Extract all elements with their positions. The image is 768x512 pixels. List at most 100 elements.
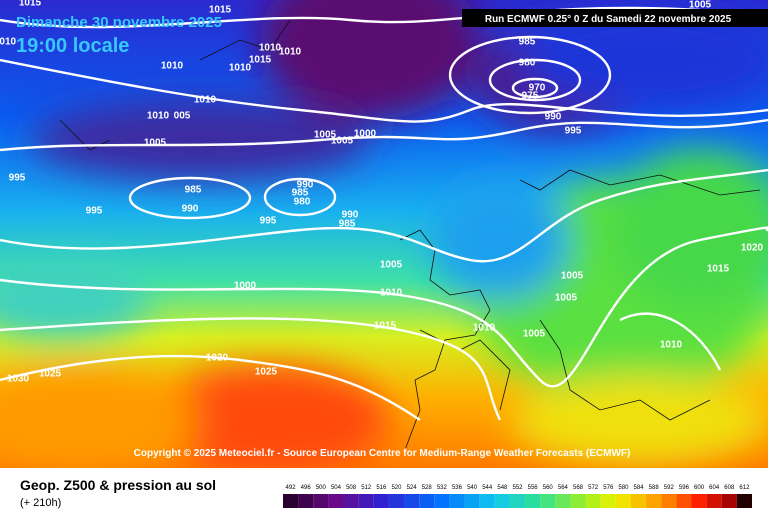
isobar-label: 985 [185,185,202,196]
footer-title: Geop. Z500 & pression au sol [20,477,216,493]
scale-swatch [676,494,692,508]
scale-swatch [706,494,722,508]
isobar-label: 1010 [229,63,252,74]
scale-swatch [479,494,495,508]
scale-swatch [600,494,616,508]
isobar-label: 995 [9,173,26,184]
isobar-label: 1015 [249,55,272,66]
date: Dimanche 30 novembre 2025 [16,14,222,31]
scale-label: 528 [422,485,433,491]
isobar-label: 1015 [209,5,232,16]
isobar-label: 1010 [0,37,17,48]
scale-swatch [509,494,526,508]
scale-label: 592 [664,485,675,491]
isobar-label: 980 [294,197,311,208]
isobar-label: 995 [86,206,103,217]
scale-label: 572 [588,485,599,491]
scale-swatch [313,494,329,508]
scale-swatch [615,494,631,508]
isobar-label: 975 [522,91,539,102]
scale-label: 552 [512,485,523,491]
scale-label: 496 [301,485,312,491]
isobar-label: 1010 [473,323,496,334]
isobar-label: 1005 [331,136,354,147]
isobar-label: 985 [292,188,309,199]
isobar-label: 1005 [144,138,167,149]
scale-label: 596 [679,485,690,491]
isobar-label: 1005 [561,271,584,282]
isobar-label: 1015 [374,321,397,332]
isobar-label: 1025 [255,367,278,378]
isobar-label: 005 [174,111,191,122]
scale-swatch [449,494,465,508]
scale-swatch [464,494,480,508]
scale-swatch [373,494,389,508]
isobar-label: 1020 [206,353,229,364]
scale-label: 588 [649,485,660,491]
scale-label: 548 [497,485,508,491]
isobar-label: 1030 [7,374,30,385]
scale-swatch [419,494,435,508]
scale-label: 600 [694,485,705,491]
scale-swatch [721,494,737,508]
scale-label: 564 [558,485,569,491]
scale-swatch [585,494,601,508]
isobar-label: 1015 [19,0,42,9]
scale-swatch [540,494,556,508]
isobar-label: 985 [519,37,536,48]
scale-swatch [525,494,541,508]
scale-label: 612 [739,485,750,491]
isobar-label: 1000 [354,129,377,140]
scale-swatch [358,494,374,508]
isobar-label: 1010 [380,288,403,299]
scale-label: 512 [361,485,372,491]
isobar-label: 1020 [741,243,764,254]
isobar-label: 995 [565,126,582,137]
isobar-label: 990 [182,204,199,215]
scale-swatch [646,494,662,508]
copyright: Copyright © 2025 Meteociel.fr - Source E… [134,448,631,459]
scale-swatch [283,494,299,508]
scale-label: 568 [573,485,584,491]
isobar-label: 1005 [314,130,337,141]
scale-label: 560 [543,485,554,491]
isobar-label: 990 [545,112,562,123]
scale-swatch [661,494,677,508]
scale-label: 508 [346,485,357,491]
isobar-label: 990 [342,210,359,221]
isobar-label: 970 [529,83,546,94]
scale-swatch [691,494,707,508]
scale-swatch [328,494,344,508]
isobar-label: 1010 [161,61,184,72]
isobar-labels: 1015100510151010101010101015101010101010… [0,0,764,385]
scale-swatch [494,494,510,508]
scale-label: 556 [528,485,539,491]
scale-label: 584 [634,485,645,491]
scale-label: 492 [286,485,297,491]
scale-label: 536 [452,485,463,491]
isobar-label: 1010 [660,340,683,351]
isobar-label: 980 [519,58,536,69]
scale-swatch [434,494,450,508]
isobar-label: 1010 [259,43,282,54]
isobar-label: 990 [297,180,314,191]
time: 19:00 locale [16,35,129,57]
scale-swatch [570,494,586,508]
scale-label: 604 [709,485,720,491]
scale-label: 576 [603,485,614,491]
isobar-label: 1010 [147,111,170,122]
isobar-label: 1005 [523,329,546,340]
isobar-label: 985 [339,219,356,230]
footer-lead: (+ 210h) [20,497,61,509]
scale-swatch [736,494,752,508]
isobar-label: 1010 [279,47,302,58]
color-scale: 492 496 500 504 508 512 516 520 524 528 532 536 540 5… [283,485,752,508]
isobar-label: 995 [260,216,277,227]
scale-label: 544 [482,485,493,491]
scale-label: 608 [724,485,735,491]
run-box [462,9,768,27]
isobar-label: 1025 [39,369,62,380]
field [0,0,768,475]
scale-label: 520 [391,485,402,491]
isobar-label: 1015 [707,264,730,275]
